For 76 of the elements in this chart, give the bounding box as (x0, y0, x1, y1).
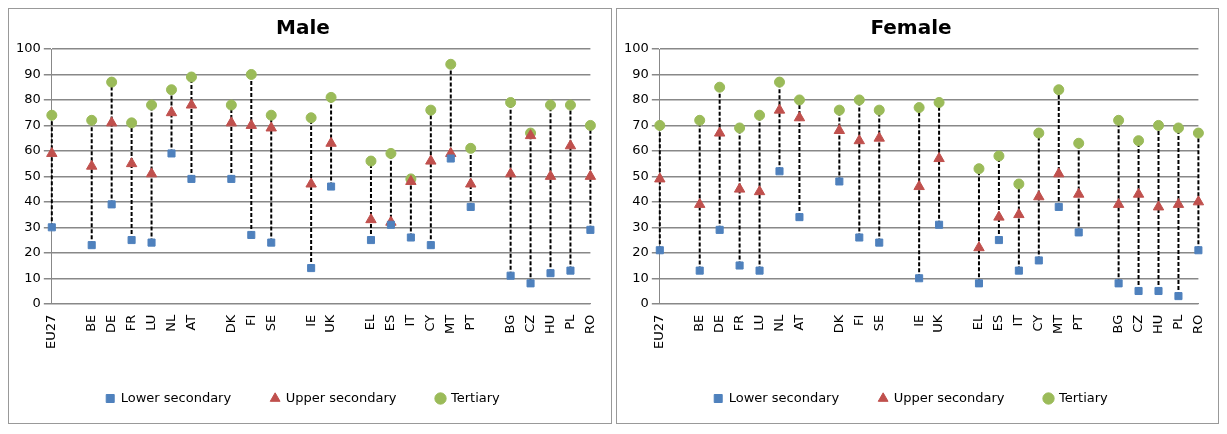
x-tick-label: BG (501, 314, 517, 334)
x-tick-label: FI (850, 314, 866, 327)
x-tick-label: CZ (521, 314, 537, 333)
y-tick-label: 70 (24, 116, 41, 132)
y-tick-label: 10 (631, 269, 649, 285)
chart-title: Male (276, 15, 330, 40)
x-tick-label: IE (910, 314, 926, 327)
x-tick-label: MT (442, 314, 458, 334)
y-tick-label: 30 (631, 218, 649, 234)
x-tick-label: DK (830, 314, 846, 334)
x-tick-label: BG (1109, 314, 1125, 334)
y-tick-label: 50 (631, 167, 649, 183)
x-tick-label: PT (462, 314, 478, 331)
x-tick-label: PL (1169, 313, 1185, 330)
legend-label: Upper secondary (285, 389, 397, 405)
x-tick-label: LU (142, 314, 158, 331)
x-tick-label: CZ (1129, 314, 1145, 333)
legend-label: Lower secondary (120, 389, 232, 405)
y-tick-label: 90 (24, 65, 41, 81)
y-tick-label: 70 (631, 116, 649, 132)
y-tick-label: 0 (640, 295, 649, 311)
x-tick-label: CY (1029, 314, 1045, 332)
x-tick-label: NL (162, 313, 178, 332)
x-tick-label: RO (1189, 314, 1205, 334)
y-tick-label: 90 (631, 65, 649, 81)
x-tick-label: RO (581, 314, 597, 334)
x-tick-label: SE (870, 314, 886, 332)
y-tick-label: 80 (631, 91, 649, 107)
x-tick-label: HU (541, 314, 557, 335)
x-tick-label: FR (122, 314, 138, 332)
x-tick-label: EU27 (43, 314, 59, 350)
y-tick-label: 0 (32, 295, 41, 311)
y-tick-label: 10 (24, 269, 41, 285)
x-tick-label: HU (1149, 314, 1165, 335)
x-tick-label: DE (103, 314, 119, 333)
x-tick-label: BE (690, 314, 706, 332)
x-tick-label: IT (402, 314, 418, 327)
x-tick-label: EL (362, 313, 378, 331)
x-tick-label: PT (1069, 314, 1085, 331)
x-tick-label: ES (989, 314, 1005, 332)
x-tick-label: CY (422, 314, 438, 332)
x-tick-label: PL (561, 313, 577, 330)
legend-label: Tertiary (1057, 389, 1108, 405)
y-tick-label: 100 (15, 40, 41, 56)
y-tick-label: 20 (24, 244, 41, 260)
x-tick-label: SE (262, 314, 278, 332)
x-tick-label: BE (83, 314, 99, 332)
legend-label: Tertiary (450, 389, 501, 405)
y-tick-label: 100 (623, 40, 649, 56)
legend-label: Lower secondary (728, 389, 839, 405)
y-tick-label: 50 (24, 167, 41, 183)
x-tick-label: AT (790, 314, 806, 331)
x-tick-label: EU27 (650, 314, 666, 350)
x-tick-label: FR (730, 314, 746, 332)
y-tick-label: 40 (631, 193, 649, 209)
chart-title: Female (869, 15, 952, 40)
x-tick-label: MT (1049, 314, 1065, 334)
y-tick-label: 80 (24, 91, 41, 107)
x-tick-label: AT (182, 314, 198, 331)
y-tick-label: 30 (24, 218, 41, 234)
y-tick-label: 40 (24, 193, 41, 209)
legend-label: Upper secondary (893, 389, 1005, 405)
y-tick-label: 20 (631, 244, 649, 260)
x-tick-label: EL (969, 313, 985, 331)
x-tick-label: NL (770, 313, 786, 332)
x-tick-label: IT (1009, 314, 1025, 327)
x-tick-label: FI (242, 314, 258, 327)
x-tick-label: UK (929, 314, 945, 333)
y-tick-label: 60 (24, 142, 41, 158)
x-tick-label: DE (710, 314, 726, 333)
x-tick-label: ES (382, 314, 398, 332)
x-tick-label: DK (222, 314, 238, 334)
x-tick-label: UK (322, 314, 338, 333)
x-tick-label: IE (302, 314, 318, 327)
y-tick-label: 60 (631, 142, 649, 158)
x-tick-label: LU (750, 314, 766, 331)
